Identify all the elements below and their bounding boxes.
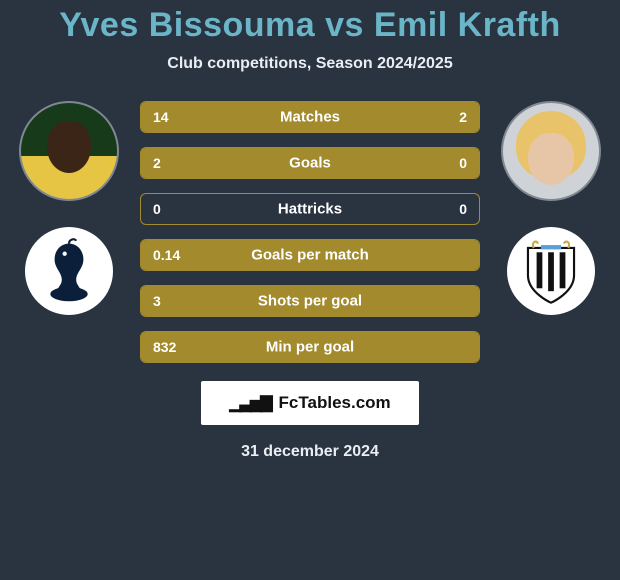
left-club-logo	[25, 227, 113, 315]
footer-date: 31 december 2024	[0, 443, 620, 461]
tottenham-crest-icon	[33, 235, 105, 307]
right-player-avatar	[501, 101, 601, 201]
stat-value-left: 0	[153, 201, 161, 217]
stat-label: Goals per match	[251, 247, 369, 264]
newcastle-crest-icon	[515, 235, 587, 307]
stat-row: 14 2 Matches	[140, 101, 480, 133]
left-player-avatar	[19, 101, 119, 201]
stat-value-right: 0	[459, 155, 467, 171]
stat-value-right: 2	[459, 109, 467, 125]
page-subtitle: Club competitions, Season 2024/2025	[0, 55, 620, 73]
stat-value-left: 0.14	[153, 247, 180, 263]
stat-value-left: 14	[153, 109, 169, 125]
stat-label: Hattricks	[278, 201, 342, 218]
stat-label: Goals	[289, 155, 331, 172]
page-title: Yves Bissouma vs Emil Krafth	[0, 6, 620, 45]
stat-label: Min per goal	[266, 339, 354, 356]
signal-icon: ▁▃▅▇	[229, 393, 270, 413]
main-row: 14 2 Matches 2 0 Goals 0 0 Hattricks 0.14 Goals pe…	[0, 101, 620, 363]
left-player-column	[14, 101, 124, 315]
comparison-card: Yves Bissouma vs Emil Krafth Club compet…	[0, 0, 620, 461]
stat-row: 832 Min per goal	[140, 331, 480, 363]
stat-row: 0.14 Goals per match	[140, 239, 480, 271]
footer: ▁▃▅▇ FcTables.com 31 december 2024	[0, 381, 620, 461]
brand-text: FcTables.com	[279, 393, 391, 413]
stat-label: Shots per goal	[258, 293, 362, 310]
stat-row: 2 0 Goals	[140, 147, 480, 179]
stat-value-right: 0	[459, 201, 467, 217]
stat-label: Matches	[280, 109, 340, 126]
stat-value-left: 2	[153, 155, 161, 171]
stat-list: 14 2 Matches 2 0 Goals 0 0 Hattricks 0.14 Goals pe…	[124, 101, 496, 363]
stat-row: 0 0 Hattricks	[140, 193, 480, 225]
stat-value-left: 832	[153, 339, 176, 355]
stat-value-left: 3	[153, 293, 161, 309]
brand-badge: ▁▃▅▇ FcTables.com	[201, 381, 418, 425]
right-player-column	[496, 101, 606, 315]
right-club-logo	[507, 227, 595, 315]
stat-row: 3 Shots per goal	[140, 285, 480, 317]
